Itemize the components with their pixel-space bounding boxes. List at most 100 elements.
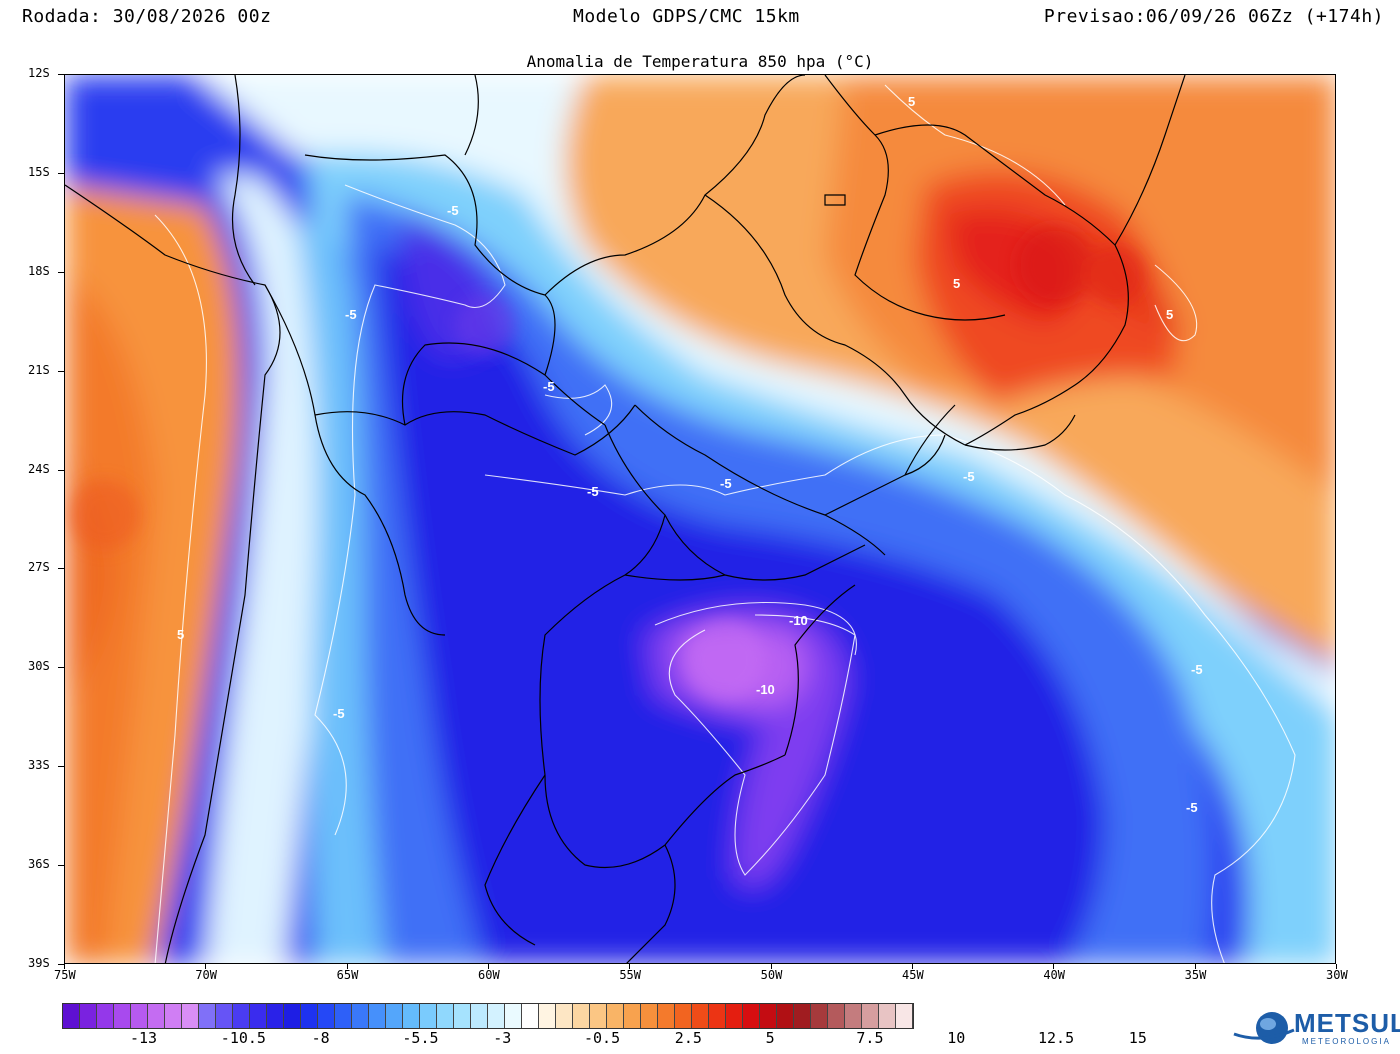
- color-scale-swatch: [318, 1004, 335, 1028]
- latitude-tick: [58, 667, 64, 669]
- latitude-tick: [58, 469, 64, 471]
- latitude-label: 21S: [28, 362, 50, 377]
- color-scale-swatch: [284, 1004, 301, 1028]
- contour-label: 5: [908, 94, 915, 109]
- color-scale-swatch: [420, 1004, 437, 1028]
- color-scale-swatch: [743, 1004, 760, 1028]
- longitude-label: 50W: [760, 968, 783, 982]
- color-scale-label: -0.5: [584, 1029, 621, 1047]
- latitude-tick: [58, 172, 64, 174]
- contour-label: -5: [1186, 800, 1198, 815]
- longitude-tick: [629, 964, 631, 969]
- globe-swoosh-icon: [1233, 1012, 1295, 1044]
- color-scale-label: -8: [311, 1029, 330, 1047]
- contour-label: 5: [177, 627, 184, 642]
- latitude-label: 24S: [28, 461, 50, 476]
- longitude-label: 40W: [1043, 968, 1066, 982]
- forecast-time-label: Previsao:06/09/26 06Zz (+174h): [1043, 6, 1384, 27]
- color-scale-swatch: [607, 1004, 624, 1028]
- longitude-label: 65W: [336, 968, 359, 982]
- latitude-tick: [58, 766, 64, 768]
- contour-label: -10: [789, 613, 808, 628]
- metsul-logo: METSUL METEOROLOGIA: [1232, 1004, 1400, 1050]
- color-scale-swatch: [879, 1004, 896, 1028]
- color-scale-swatch: [352, 1004, 369, 1028]
- color-scale-swatch: [624, 1004, 641, 1028]
- latitude-label: 33S: [28, 758, 50, 773]
- color-scale-swatch: [233, 1004, 250, 1028]
- run-date-label: Rodada: 30/08/2026 00z: [22, 6, 272, 27]
- contour-label: -5: [720, 476, 732, 491]
- color-scale-swatch: [114, 1004, 131, 1028]
- anomaly-map: 5 -5 -5 -5 -5 -5 -5 -5 5 5 -10 -10 -5 -5…: [64, 74, 1336, 964]
- color-scale-swatch: [811, 1004, 828, 1028]
- color-scale-swatch: [267, 1004, 284, 1028]
- color-scale-label: -3: [493, 1029, 512, 1047]
- longitude-label: 60W: [478, 968, 500, 982]
- map-title: Anomalia de Temperatura 850 hpa (°C): [526, 52, 874, 71]
- color-scale-swatch: [845, 1004, 862, 1028]
- color-scale-swatch: [437, 1004, 454, 1028]
- longitude-label: 45W: [902, 968, 924, 982]
- color-scale-swatch: [182, 1004, 199, 1028]
- color-scale-swatch: [199, 1004, 216, 1028]
- latitude-label: 39S: [28, 956, 50, 970]
- color-scale-swatch: [369, 1004, 386, 1028]
- logo-name: METSUL: [1294, 1008, 1400, 1038]
- latitude-tick: [58, 568, 64, 570]
- color-scale-swatch: [709, 1004, 726, 1028]
- color-scale-label: 7.5: [856, 1029, 884, 1047]
- color-scale-swatch: [216, 1004, 233, 1028]
- color-scale-swatch: [777, 1004, 794, 1028]
- anomaly-map-svg: 5 -5 -5 -5 -5 -5 -5 -5 5 5 -10 -10 -5 -5…: [65, 75, 1335, 963]
- color-scale-swatch: [590, 1004, 607, 1028]
- contour-label: 5: [953, 276, 960, 291]
- latitude-label: 15S: [28, 164, 50, 179]
- latitude-label: 27S: [28, 560, 50, 575]
- longitude-tick: [346, 964, 348, 969]
- color-scale-label: -13: [130, 1029, 158, 1047]
- color-scale-swatch: [760, 1004, 777, 1028]
- longitude-tick: [488, 964, 489, 969]
- color-scale-swatch: [522, 1004, 539, 1028]
- latitude-tick: [58, 865, 64, 867]
- longitude-tick: [64, 964, 65, 969]
- longitude-tick: [1194, 964, 1196, 969]
- contour-label: -5: [447, 203, 459, 218]
- contour-label: -5: [543, 379, 555, 394]
- color-scale-swatch: [726, 1004, 743, 1028]
- color-scale-swatch: [488, 1004, 505, 1028]
- color-scale-swatch: [165, 1004, 182, 1028]
- color-scale-swatch: [828, 1004, 845, 1028]
- color-scale-swatch: [131, 1004, 148, 1028]
- color-scale-swatch: [471, 1004, 488, 1028]
- color-scale-label: 5: [765, 1029, 775, 1047]
- color-scale-swatch: [692, 1004, 709, 1028]
- color-scale-swatch: [641, 1004, 658, 1028]
- color-scale-label: 12.5: [1038, 1029, 1075, 1047]
- color-scale-swatch: [658, 1004, 675, 1028]
- contour-label: -5: [333, 706, 345, 721]
- latitude-tick: [58, 74, 64, 75]
- longitude-label: 70W: [195, 968, 218, 982]
- color-scale-bar: [62, 1003, 914, 1029]
- color-scale-swatch: [386, 1004, 403, 1028]
- color-scale-swatch: [454, 1004, 471, 1028]
- contour-label: -5: [345, 307, 357, 322]
- contour-label: -5: [1191, 662, 1203, 677]
- color-scale-swatch: [250, 1004, 267, 1028]
- latitude-label: 18S: [28, 263, 50, 278]
- color-scale-label: -5.5: [402, 1029, 439, 1047]
- color-scale-swatch: [63, 1004, 80, 1028]
- longitude-tick: [770, 964, 772, 969]
- longitude-tick: [1336, 964, 1337, 969]
- longitude-tick: [1053, 964, 1055, 969]
- color-scale-label: 15: [1128, 1029, 1147, 1047]
- color-scale-swatch: [80, 1004, 97, 1028]
- color-scale-swatch: [505, 1004, 522, 1028]
- contour-label: 5: [1166, 307, 1173, 322]
- latitude-label: 30S: [28, 659, 50, 674]
- longitude-label: 75W: [54, 968, 76, 982]
- latitude-tick: [58, 370, 64, 372]
- latitude-label: 12S: [28, 66, 50, 80]
